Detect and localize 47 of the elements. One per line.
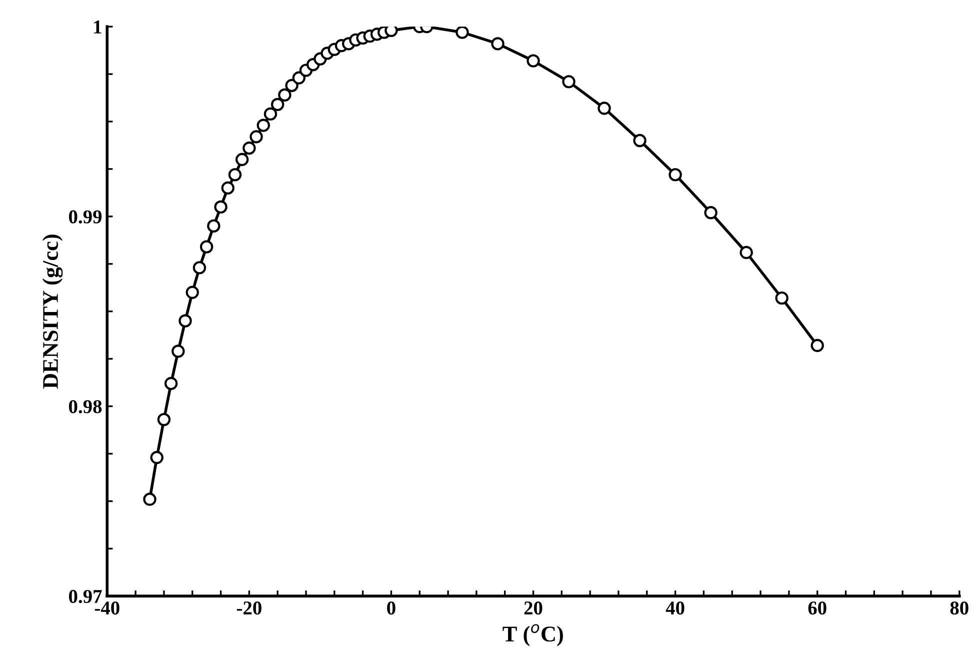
x-tick-label: -40 (94, 601, 120, 615)
point (221, 181, 234, 195)
point (143, 492, 156, 506)
x-tick-label: 20 (524, 601, 542, 615)
point (250, 130, 263, 144)
point (491, 37, 504, 50)
point (264, 107, 278, 121)
x-tick-label: 0 (387, 601, 396, 615)
point (256, 118, 270, 132)
x-tick-label: 80 (950, 601, 968, 615)
x-tick-label: -20 (236, 601, 262, 615)
point (598, 102, 611, 115)
point (192, 261, 206, 274)
point (164, 376, 178, 390)
y-axis-title: DENSITY (g/cc) (42, 234, 63, 389)
point (150, 450, 164, 464)
point (285, 78, 298, 92)
point (668, 168, 682, 182)
x-axis-title: T ($^{o}$C) (502, 624, 563, 646)
point (704, 206, 718, 220)
x-tick-label: 60 (808, 601, 826, 615)
x-tick-label: 40 (666, 601, 684, 615)
point (172, 344, 185, 358)
point (228, 168, 242, 182)
y-tick-label: 0.97 (68, 590, 102, 604)
point (186, 286, 199, 299)
point (242, 142, 256, 155)
point (270, 98, 284, 112)
point (157, 412, 171, 426)
y-tick-label: 0.99 (68, 210, 102, 224)
point (292, 71, 306, 84)
y-tick-label: 1 (94, 20, 102, 34)
point (456, 26, 469, 39)
y-tick-label: 0.98 (68, 400, 102, 414)
point (384, 26, 398, 38)
point (200, 240, 214, 254)
point (207, 219, 220, 233)
point (633, 134, 646, 148)
point (235, 152, 249, 166)
point (775, 291, 788, 305)
point (278, 88, 292, 102)
point (526, 54, 540, 68)
point (810, 338, 824, 352)
point (740, 246, 753, 260)
point (214, 200, 228, 214)
point (178, 314, 192, 328)
point (562, 75, 576, 88)
